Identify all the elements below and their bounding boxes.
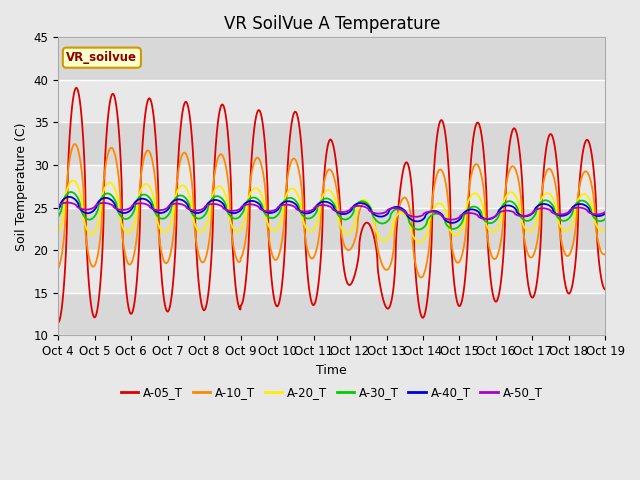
A-50_T	[63, 200, 71, 205]
A-20_T	[149, 193, 157, 199]
A-05_T	[288, 119, 296, 124]
A-40_T	[54, 207, 62, 213]
Line: A-40_T: A-40_T	[58, 197, 605, 223]
A-50_T	[602, 209, 609, 215]
Y-axis label: Soil Temperature (C): Soil Temperature (C)	[15, 122, 28, 251]
A-20_T	[591, 219, 599, 225]
A-20_T	[117, 218, 125, 224]
A-20_T	[532, 220, 540, 226]
A-30_T	[532, 209, 540, 215]
A-50_T	[117, 207, 125, 213]
A-05_T	[532, 286, 540, 291]
A-40_T	[532, 204, 540, 210]
A-10_T	[117, 212, 125, 217]
A-10_T	[71, 141, 79, 147]
A-20_T	[415, 239, 423, 245]
A-30_T	[54, 214, 62, 220]
A-50_T	[264, 208, 272, 214]
A-40_T	[448, 220, 456, 226]
Bar	[58, 122, 605, 165]
A-10_T	[264, 230, 272, 236]
A-30_T	[264, 214, 272, 220]
A-40_T	[591, 213, 599, 218]
A-50_T	[447, 217, 455, 223]
A-50_T	[532, 207, 540, 213]
A-40_T	[264, 210, 272, 216]
A-40_T	[149, 206, 157, 212]
Bar	[58, 250, 605, 293]
Line: A-20_T: A-20_T	[58, 180, 605, 242]
Line: A-10_T: A-10_T	[58, 144, 605, 277]
A-30_T	[602, 216, 609, 222]
A-50_T	[54, 204, 62, 209]
A-05_T	[591, 180, 598, 186]
A-30_T	[415, 227, 422, 232]
A-10_T	[417, 275, 425, 280]
A-05_T	[149, 110, 157, 116]
Bar	[58, 165, 605, 208]
A-30_T	[67, 189, 75, 195]
A-40_T	[117, 209, 125, 215]
Legend: A-05_T, A-10_T, A-20_T, A-30_T, A-40_T, A-50_T: A-05_T, A-10_T, A-20_T, A-30_T, A-40_T, …	[116, 382, 548, 404]
Line: A-05_T: A-05_T	[58, 88, 605, 323]
A-20_T	[264, 222, 272, 228]
A-50_T	[149, 206, 157, 212]
A-10_T	[532, 244, 540, 250]
A-10_T	[591, 216, 599, 221]
A-50_T	[288, 203, 296, 208]
A-05_T	[117, 158, 125, 164]
A-10_T	[602, 251, 609, 256]
A-05_T	[264, 220, 272, 226]
Bar	[58, 293, 605, 336]
A-20_T	[602, 226, 609, 232]
A-05_T	[54, 320, 62, 325]
A-30_T	[149, 204, 157, 209]
A-10_T	[149, 162, 157, 168]
Bar	[58, 37, 605, 80]
A-20_T	[288, 186, 296, 192]
A-40_T	[288, 199, 296, 205]
Bar	[58, 208, 605, 250]
Line: A-50_T: A-50_T	[58, 203, 605, 220]
Title: VR SoilVue A Temperature: VR SoilVue A Temperature	[223, 15, 440, 33]
A-05_T	[602, 287, 609, 292]
A-20_T	[54, 230, 62, 236]
A-30_T	[288, 195, 296, 201]
A-40_T	[65, 194, 73, 200]
A-20_T	[69, 178, 77, 183]
A-10_T	[54, 265, 62, 271]
A-50_T	[591, 211, 599, 217]
A-40_T	[602, 211, 609, 216]
Text: VR_soilvue: VR_soilvue	[67, 51, 138, 64]
Bar	[58, 80, 605, 122]
A-10_T	[288, 157, 296, 163]
X-axis label: Time: Time	[316, 363, 347, 377]
A-30_T	[117, 213, 125, 219]
Line: A-30_T: A-30_T	[58, 192, 605, 229]
A-05_T	[72, 85, 80, 91]
A-30_T	[591, 216, 599, 222]
